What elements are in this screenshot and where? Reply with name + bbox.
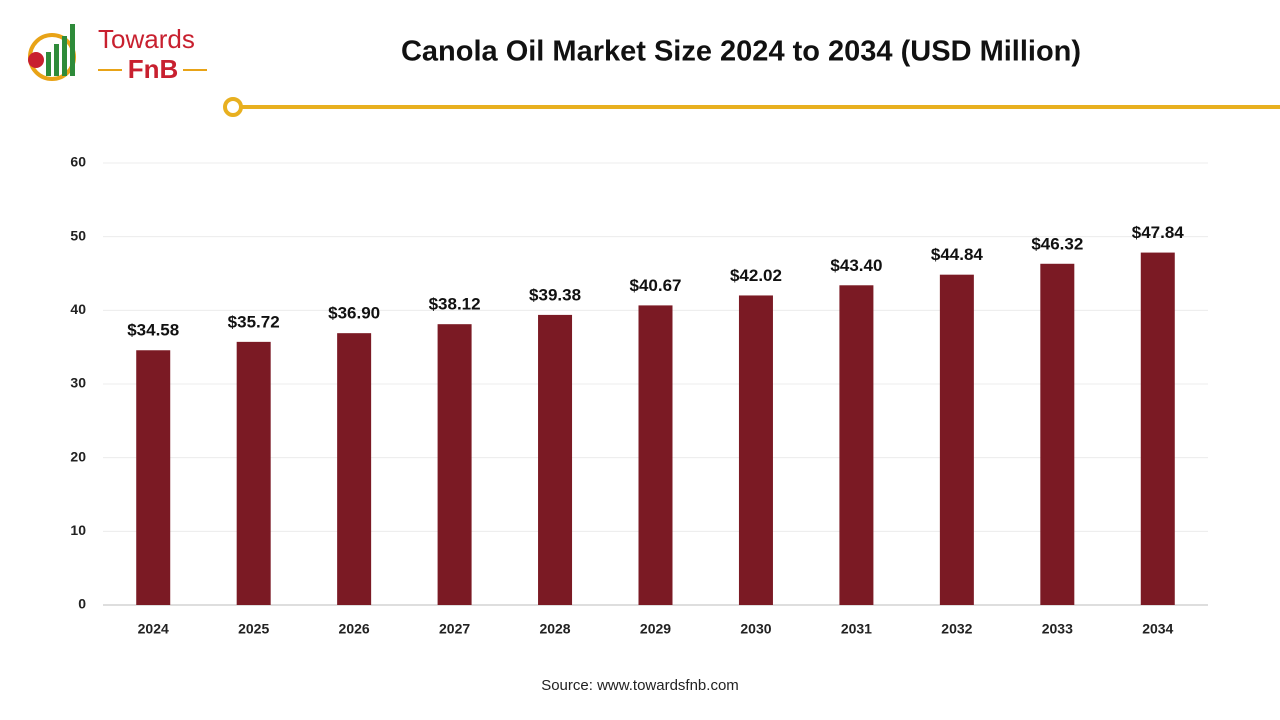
x-tick-label: 2029 — [640, 621, 671, 637]
bar — [1140, 252, 1175, 605]
bar — [236, 341, 271, 605]
logo-bar — [54, 44, 59, 76]
y-tick-label: 10 — [70, 522, 86, 538]
bar — [437, 324, 472, 605]
value-label: $35.72 — [228, 312, 280, 331]
bar — [638, 305, 673, 605]
value-label: $47.84 — [1132, 223, 1185, 242]
value-label: $40.67 — [630, 276, 682, 295]
logo-bar — [46, 52, 51, 76]
bar — [1040, 263, 1075, 605]
value-label: $43.40 — [830, 256, 882, 275]
x-tick-label: 2034 — [1142, 621, 1173, 637]
x-tick-label: 2033 — [1042, 621, 1073, 637]
x-tick-label: 2026 — [339, 621, 370, 637]
x-tick-label: 2031 — [841, 621, 872, 637]
logo-bar — [62, 36, 67, 76]
y-tick-label: 0 — [78, 596, 86, 612]
y-tick-label: 40 — [70, 301, 86, 317]
bar — [738, 295, 773, 605]
header-dot — [223, 97, 243, 117]
logo-text: FnB — [128, 54, 179, 84]
value-label: $44.84 — [931, 245, 984, 264]
bar — [538, 314, 573, 605]
bar — [839, 285, 874, 605]
value-label: $36.90 — [328, 304, 380, 323]
logo-bar — [70, 24, 75, 76]
y-tick-label: 60 — [70, 154, 86, 170]
x-tick-label: 2025 — [238, 621, 269, 637]
logo: Towards FnB — [28, 24, 207, 84]
y-tick-label: 30 — [70, 375, 86, 391]
value-label: $39.38 — [529, 285, 581, 304]
bar — [939, 274, 974, 605]
x-tick-label: 2028 — [539, 621, 570, 637]
x-tick-label: 2024 — [138, 621, 169, 637]
x-tick-label: 2027 — [439, 621, 470, 637]
bar — [136, 350, 171, 605]
logo-dot — [28, 52, 44, 68]
logo-text: Towards — [98, 24, 195, 54]
x-tick-label: 2032 — [941, 621, 972, 637]
value-label: $38.12 — [429, 295, 481, 314]
x-tick-label: 2030 — [740, 621, 771, 637]
source: Source: www.towardsfnb.com — [541, 677, 739, 694]
value-label: $34.58 — [127, 321, 179, 340]
y-tick-label: 50 — [70, 227, 86, 243]
chart-title: Canola Oil Market Size 2024 to 2034 (USD… — [401, 36, 1081, 68]
value-label: $46.32 — [1031, 234, 1083, 253]
value-label: $42.02 — [730, 266, 782, 285]
bar — [337, 333, 372, 605]
y-tick-label: 20 — [70, 448, 86, 464]
